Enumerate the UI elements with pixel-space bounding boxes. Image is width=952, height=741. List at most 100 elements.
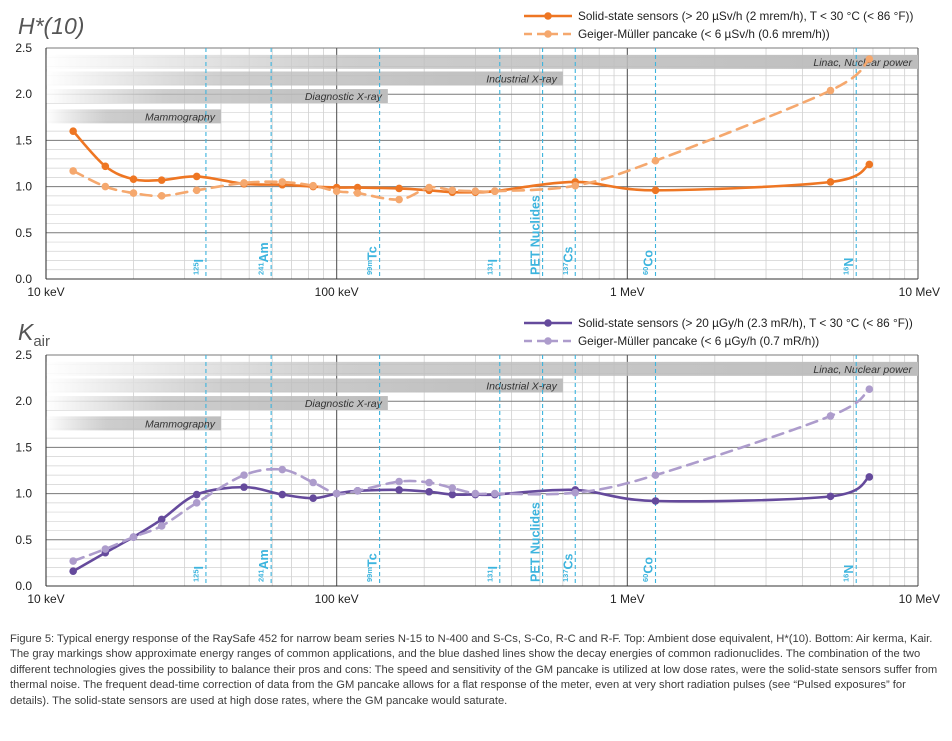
data-point [353, 183, 362, 192]
range-label: Industrial X-ray [486, 380, 557, 392]
data-point [395, 184, 403, 193]
chart-title: Kair [18, 319, 50, 350]
x-tick-label: 10 MeV [899, 285, 940, 299]
range-label: Linac, Nuclear power [813, 57, 912, 69]
range-band [46, 361, 918, 376]
data-point [192, 186, 201, 195]
nuclide-label: PET Nuclides [529, 195, 543, 275]
y-tick-label: 2.0 [15, 394, 32, 408]
nuclide-label: 60Co [641, 557, 656, 582]
nuclide-label: 241Am [257, 242, 272, 275]
data-point [865, 385, 874, 393]
range-band [46, 378, 563, 393]
data-point [240, 483, 248, 491]
range-band [46, 396, 388, 411]
y-tick-label: 1.0 [15, 180, 32, 194]
range-band [46, 109, 221, 124]
data-point [826, 86, 835, 95]
range-label: Linac, Nuclear power [813, 364, 912, 376]
data-point [425, 183, 433, 192]
series-geiger-muller [69, 55, 874, 204]
data-point [353, 189, 362, 197]
data-point [332, 489, 341, 498]
data-point [192, 490, 201, 499]
nuclide-label: 16N [842, 258, 857, 275]
data-point [278, 490, 287, 499]
range-label: Mammography [145, 111, 216, 123]
data-point [69, 127, 77, 135]
data-point [240, 471, 248, 479]
data-point [826, 412, 835, 420]
legend-label: Geiger-Müller pancake (< 6 µSv/h (0.6 mr… [578, 27, 830, 41]
data-point [278, 178, 287, 186]
range-band [46, 416, 221, 431]
data-point [471, 187, 480, 196]
data-point [471, 489, 480, 498]
data-point [192, 172, 201, 181]
chart-panel-2: Linac, Nuclear power Industrial X-ray Diag… [15, 316, 940, 606]
y-tick-label: 1.5 [15, 133, 32, 147]
data-point [491, 187, 499, 196]
data-point [240, 179, 248, 187]
data-point [309, 181, 317, 190]
data-point [865, 473, 874, 481]
nuclide-label: 16N [842, 565, 857, 582]
y-tick-label: 0.5 [15, 226, 32, 240]
nuclide-label: PET Nuclides [529, 502, 543, 582]
y-tick-label: 0.0 [15, 272, 32, 286]
legend: Solid-state sensors (> 20 µGy/h (2.3 mR/… [524, 316, 913, 348]
range-label: Diagnostic X-ray [305, 91, 383, 103]
nuclide-label: 60Co [641, 250, 656, 275]
legend-marker [544, 12, 552, 20]
data-point [448, 490, 457, 499]
range-label: Industrial X-ray [486, 73, 557, 85]
data-point [865, 55, 874, 63]
x-tick-label: 100 keV [315, 285, 359, 299]
data-point [332, 187, 341, 196]
data-point [101, 182, 110, 191]
nuclide-label: 125I [191, 566, 206, 582]
series-line [71, 475, 871, 573]
x-tick-label: 1 MeV [610, 285, 645, 299]
data-point [826, 492, 835, 501]
data-point [651, 186, 660, 195]
nuclide-label: 99mTc [365, 246, 380, 275]
range-label: Mammography [145, 418, 216, 430]
y-tick-label: 2.5 [15, 41, 32, 55]
data-point [865, 160, 874, 169]
y-tick-label: 0.5 [15, 533, 32, 547]
legend-label: Solid-state sensors (> 20 µGy/h (2.3 mR/… [578, 316, 913, 330]
data-point [651, 156, 660, 165]
nuclide-label: 131I [485, 259, 500, 275]
data-point [157, 515, 166, 524]
data-point [129, 175, 138, 184]
nuclide-label: 241Am [257, 549, 272, 582]
x-tick-label: 100 keV [315, 592, 359, 606]
figure-caption: Figure 5: Typical energy response of the… [10, 633, 938, 707]
x-tick-label: 10 keV [27, 285, 64, 299]
x-tick-label: 10 MeV [899, 592, 940, 606]
legend-label: Geiger-Müller pancake (< 6 µGy/h (0.7 mR… [578, 334, 819, 348]
y-tick-label: 0.0 [15, 579, 32, 593]
data-point [309, 478, 317, 487]
y-tick-label: 2.0 [15, 87, 32, 101]
data-point [69, 167, 77, 175]
series-geiger-muller [69, 385, 874, 565]
data-point [129, 533, 138, 541]
data-point [157, 522, 166, 530]
y-tick-label: 1.0 [15, 487, 32, 501]
data-point [69, 557, 77, 565]
data-point [157, 176, 166, 184]
data-point [425, 478, 433, 487]
range-band [46, 71, 563, 86]
x-tick-label: 10 keV [27, 592, 64, 606]
y-tick-label: 2.5 [15, 348, 32, 362]
nuclide-label: 137Cs [561, 246, 576, 275]
chart-title: H*(10) [18, 13, 84, 39]
data-point [101, 545, 110, 553]
legend-marker [544, 30, 552, 38]
data-point [157, 192, 166, 200]
data-point [448, 484, 457, 492]
data-point [425, 487, 433, 496]
